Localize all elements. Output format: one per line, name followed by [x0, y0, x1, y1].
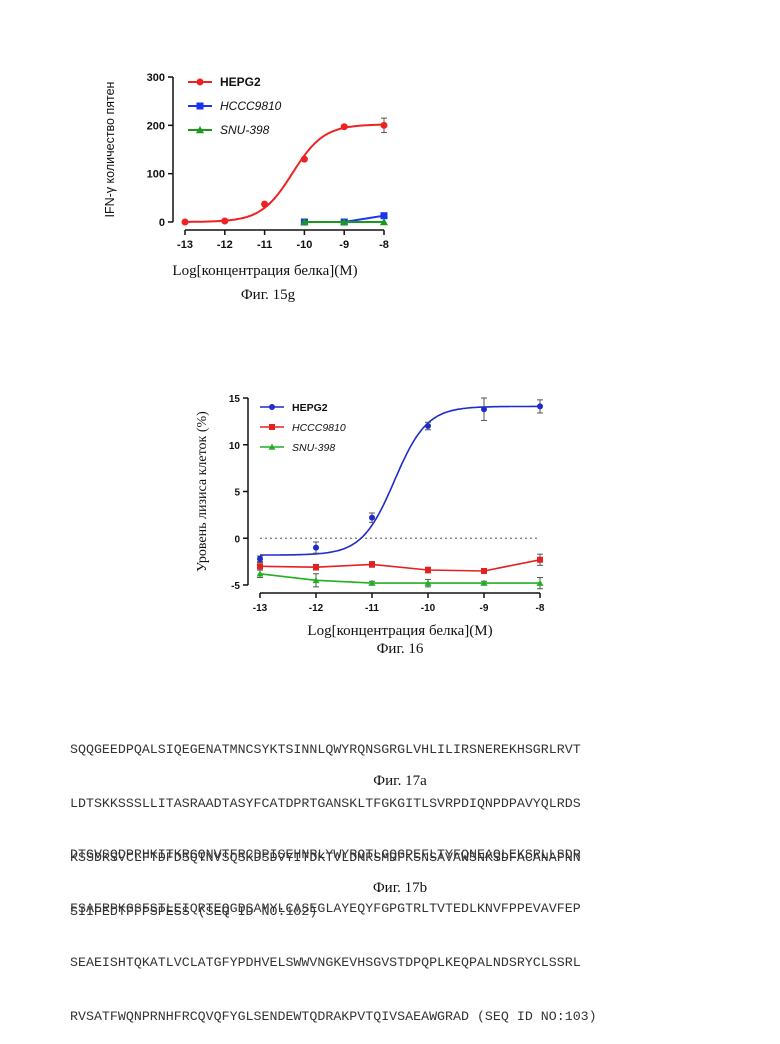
y-tick-label: 300 — [147, 72, 165, 84]
sequence-line: SQQGEEDPQALSIQEGENATMNCSYKTSINNLQWYRQNSG… — [70, 741, 581, 759]
chart-fig15g: 0 100 200 300 -13 -12 -11 -10 -9 -8 Log[концентрац… — [100, 60, 400, 290]
x-tick-label: -13 — [177, 239, 193, 251]
sequence-line: SEAEISHTQKATLVCLATGFYPDHVELSWWVNGKEVHSGV… — [70, 954, 597, 972]
y-tick-label: 15 — [229, 394, 241, 405]
y-tick-label: 5 — [234, 488, 240, 499]
sequence-line: RVSATFWQNPRNHFRCQVQFYGLSENDEWTQDRAKPVTQI… — [70, 1008, 597, 1026]
data-point — [425, 423, 431, 429]
series-hccc9810 — [257, 554, 543, 574]
data-point — [313, 545, 319, 551]
data-point — [381, 122, 388, 129]
y-tick-label: 0 — [159, 217, 165, 229]
data-point — [425, 567, 431, 573]
x-axis-label: Log[концентрация белка](M) — [172, 263, 357, 279]
series-line — [185, 125, 384, 222]
y-tick-label: -5 — [231, 581, 240, 592]
y-tick-label: 200 — [147, 120, 165, 132]
data-point — [537, 403, 543, 409]
x-tick-label: -8 — [379, 239, 389, 251]
series-snu-398 — [257, 570, 544, 589]
data-point — [221, 218, 228, 225]
data-point — [301, 156, 308, 163]
y-axis-label: Уровень лизиса клеток (%) — [195, 411, 210, 572]
x-tick-label: -12 — [217, 239, 233, 251]
caption-fig15g: Фиг. 15g — [168, 287, 368, 304]
x-tick-label: -11 — [257, 239, 272, 251]
data-point — [257, 563, 263, 569]
series-snu-398 — [300, 218, 388, 225]
data-point — [197, 103, 204, 110]
data-point — [481, 406, 487, 412]
x-tick-label: -9 — [339, 239, 349, 251]
caption-fig17a: Фиг. 17a — [300, 773, 500, 790]
y-tick-label: 10 — [229, 441, 241, 452]
sequence-seq-id-103: DTGVSQDPRHKITKRGQNVTFRCDPISEHNRLYWYRQTLG… — [70, 810, 597, 1044]
x-tick-label: -10 — [421, 603, 436, 614]
legend-label: SNU-398 — [220, 123, 270, 137]
chart-fig16: -5 0 5 10 15 -13 -12 -11 -10 -9 -8 Log[концентрация… — [190, 385, 580, 645]
legend-label: HEPG2 — [292, 402, 328, 414]
data-point — [369, 515, 375, 521]
y-axis-label: IFN-γ количество пятен — [103, 81, 117, 217]
legend-label: HCCC9810 — [292, 422, 346, 434]
data-point — [261, 201, 268, 208]
data-point — [369, 561, 375, 567]
legend-label: SNU-398 — [292, 442, 335, 454]
caption-fig16: Фиг. 16 — [300, 641, 500, 658]
x-tick-label: -8 — [536, 603, 545, 614]
legend-label: HCCC9810 — [220, 99, 282, 113]
data-point — [269, 424, 275, 430]
x-tick-label: -10 — [296, 239, 312, 251]
legend-label: HEPG2 — [220, 75, 261, 89]
caption-fig17b: Фиг. 17b — [300, 880, 500, 897]
x-tick-label: -13 — [253, 603, 268, 614]
x-tick-label: -12 — [309, 603, 324, 614]
series-hepg2 — [182, 118, 388, 225]
series-line — [260, 574, 540, 583]
data-point — [341, 123, 348, 130]
data-point — [313, 564, 319, 570]
x-axis-label: Log[концентрация белка](M) — [307, 623, 492, 639]
data-point — [269, 404, 275, 410]
y-tick-label: 0 — [234, 534, 240, 545]
data-point — [481, 568, 487, 574]
x-tick-label: -11 — [365, 603, 379, 614]
y-tick-label: 100 — [147, 169, 165, 181]
sequence-line: FSAERPKGSFSTLEIQRTEQGDSAMYLCASEGLAYEQYFG… — [70, 900, 597, 918]
data-point — [257, 556, 263, 562]
sequence-line: DTGVSQDPRHKITKRGQNVTFRCDPISEHNRLYWYRQTLG… — [70, 846, 597, 864]
data-point — [197, 79, 204, 86]
data-point — [537, 557, 543, 563]
x-tick-label: -9 — [480, 603, 489, 614]
series-line — [260, 560, 540, 571]
data-point — [182, 219, 189, 226]
